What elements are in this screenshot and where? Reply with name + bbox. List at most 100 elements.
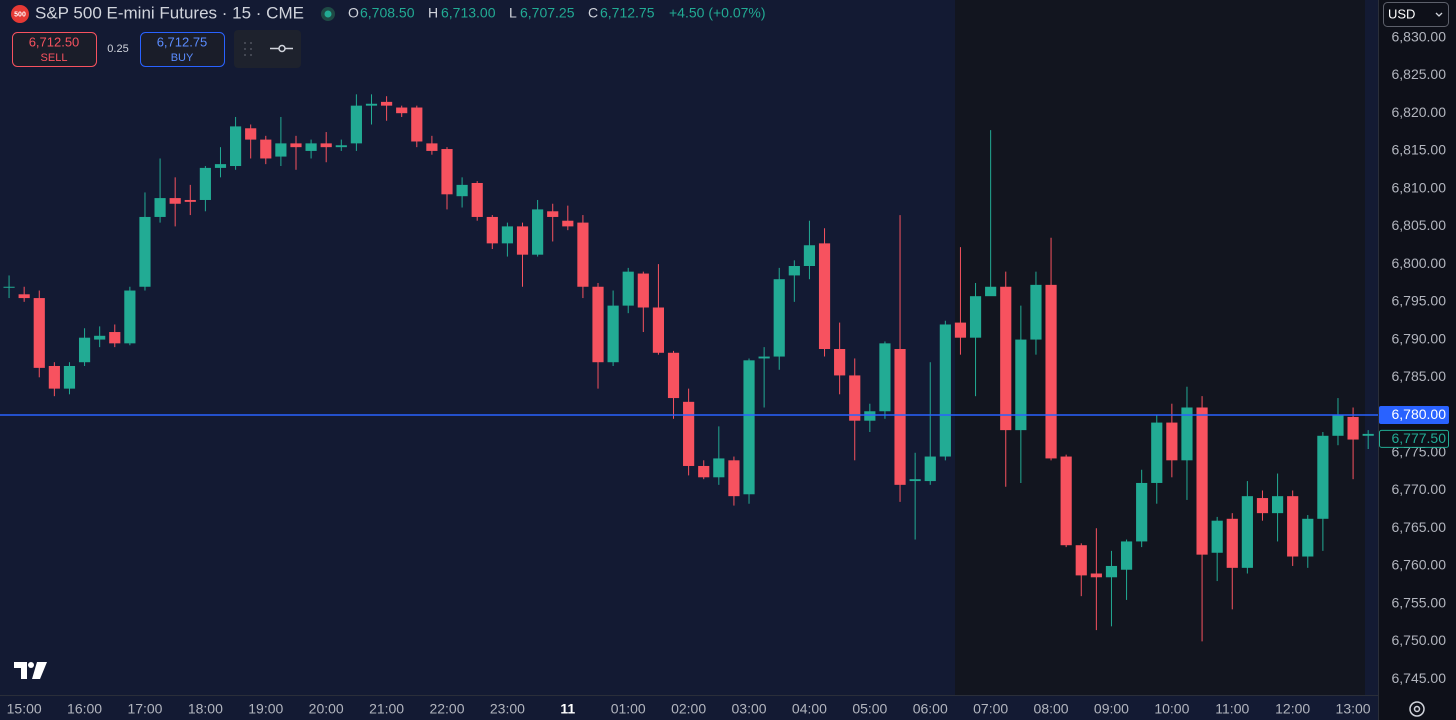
x-tick-label: 17:00 (127, 701, 162, 717)
x-tick-label: 04:00 (792, 701, 827, 717)
candle-body (1015, 339, 1027, 431)
spread: 0.25 (107, 43, 128, 55)
candle-body (1317, 435, 1329, 519)
candle-body (1030, 284, 1042, 340)
candle-body (154, 198, 166, 217)
x-tick-label: 11 (560, 701, 575, 717)
candle-body (1166, 422, 1178, 461)
candle-body (229, 126, 242, 167)
ohlc-label: C (588, 5, 598, 21)
candle-body (109, 332, 121, 344)
candle-body (78, 337, 91, 363)
ohlc-change: +4.50 (+0.07%) (669, 5, 766, 21)
candle-body (18, 294, 30, 299)
sell-price: 6,712.50 (29, 34, 80, 49)
y-tick-label: 6,770.00 (1392, 481, 1447, 497)
candle-body (743, 360, 755, 495)
candle-body (1287, 496, 1299, 557)
y-tick-label: 6,820.00 (1392, 104, 1447, 120)
candle-body (1151, 422, 1163, 483)
candle-body (381, 101, 393, 106)
x-tick-label: 09:00 (1094, 701, 1129, 717)
candle-body (335, 145, 347, 148)
symbol-icon-text: 500 (14, 11, 26, 18)
price-line-label: 6,780.00 (1392, 406, 1447, 422)
y-tick-label: 6,830.00 (1392, 28, 1447, 44)
candle-body (909, 479, 921, 482)
candle-body (501, 226, 513, 244)
candle-body (516, 226, 529, 255)
candle-body (1302, 518, 1314, 557)
candle-body (698, 465, 710, 478)
candle-body (199, 167, 211, 200)
candle-body (456, 184, 468, 197)
y-tick-label: 6,810.00 (1392, 179, 1447, 195)
x-tick-label: 06:00 (913, 701, 948, 717)
y-tick-label: 6,750.00 (1392, 632, 1447, 648)
currency-button[interactable] (1383, 2, 1449, 27)
y-tick-label: 6,760.00 (1392, 557, 1447, 573)
candle-body (713, 458, 725, 478)
ohlc-label: H (428, 5, 438, 21)
candle-body (985, 286, 997, 297)
x-tick-label: 16:00 (67, 701, 102, 717)
candle-body (1136, 482, 1148, 542)
symbol-title[interactable]: S&P 500 E-mini Futures · 15 · CME (35, 3, 304, 22)
candle-body (924, 456, 936, 482)
ohlc-label: O (348, 5, 359, 21)
y-tick-label: 6,765.00 (1392, 519, 1447, 535)
ohlc-label: L (509, 5, 517, 21)
x-tick-label: 01:00 (611, 701, 646, 717)
buy-label: BUY (171, 52, 194, 64)
candle-body (320, 143, 332, 148)
candle-body (260, 139, 272, 159)
ohlc-value: 6,712.75 (600, 5, 655, 21)
candle-body (471, 182, 483, 217)
y-tick-label: 6,805.00 (1392, 217, 1447, 233)
candle-body (1271, 496, 1284, 514)
candle-body (622, 271, 634, 306)
candle-body (350, 105, 362, 144)
candle-body (773, 279, 785, 357)
candle-body (894, 349, 906, 485)
candle-body (879, 343, 891, 412)
candle-body (547, 211, 559, 217)
last-price-tag (1379, 429, 1449, 448)
candle-body (305, 143, 317, 151)
candle-body (1000, 286, 1012, 431)
candle-body (939, 324, 951, 457)
x-tick-label: 20:00 (309, 701, 344, 717)
status-dot (324, 10, 332, 18)
logo (14, 662, 47, 679)
sell-button[interactable] (12, 32, 97, 67)
candle-body (954, 322, 967, 338)
x-tick-label: 08:00 (1034, 701, 1069, 717)
candle-body (532, 209, 544, 255)
y-tick-label: 6,825.00 (1392, 66, 1447, 82)
candle-body (169, 198, 181, 204)
x-tick-label: 02:00 (671, 701, 706, 717)
candle-body (1226, 518, 1238, 568)
buy-button[interactable] (140, 32, 225, 67)
candle-body (667, 352, 680, 399)
x-tick-label: 11:00 (1215, 701, 1249, 717)
candle-body (1060, 456, 1072, 546)
candle-body (818, 243, 831, 350)
x-tick-label: 12:00 (1275, 701, 1310, 717)
x-tick-label: 22:00 (429, 701, 464, 717)
candle-body (1105, 565, 1118, 578)
candles (3, 94, 1374, 642)
candle-body (1090, 573, 1102, 578)
candle-body (803, 245, 816, 267)
x-tick-label: 21:00 (369, 701, 404, 717)
candle-body (441, 149, 453, 195)
y-tick-label: 6,785.00 (1392, 368, 1447, 384)
drag-widget[interactable] (234, 30, 301, 68)
candle-body (1211, 520, 1223, 553)
settings-icon[interactable] (1409, 701, 1425, 717)
ohlc-value: 6,707.25 (520, 5, 575, 21)
y-tick-label: 6,790.00 (1392, 330, 1447, 346)
order-line-knob (278, 44, 286, 53)
candle-body (969, 296, 982, 338)
